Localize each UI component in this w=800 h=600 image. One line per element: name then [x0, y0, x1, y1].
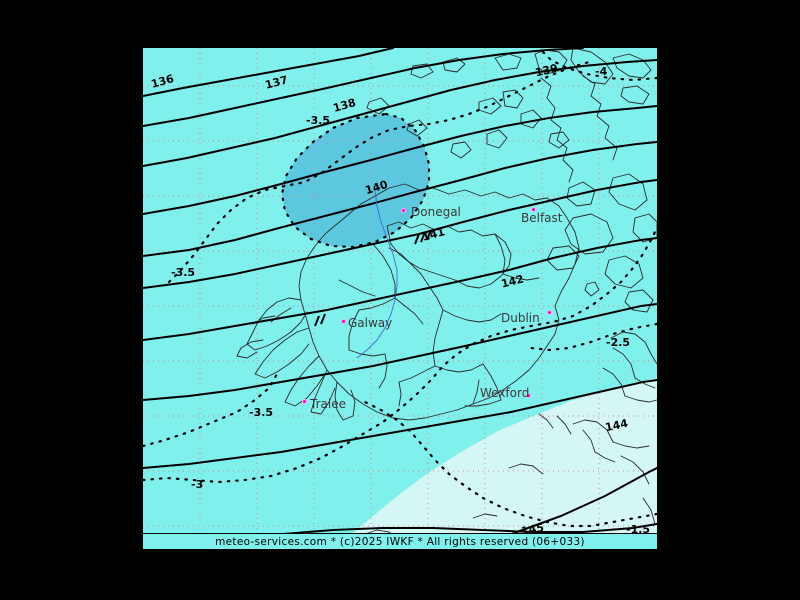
- isotherm-label-minus3: -3: [191, 478, 204, 491]
- shaded-region-light: [349, 378, 657, 538]
- city-marker-galway[interactable]: [341, 319, 346, 324]
- isotherm-label-minus35-south: -3.5: [249, 406, 274, 419]
- coastlines: [236, 48, 657, 541]
- city-label-belfast: Belfast: [521, 211, 563, 225]
- isotherm-minus3: [143, 226, 657, 484]
- isotherm-label-minus15: -1.5: [626, 523, 651, 536]
- rivers: [356, 189, 398, 359]
- copyright-footer: meteo-services.com * (c)2025 IWKF * All …: [143, 533, 657, 550]
- city-marker-wexford[interactable]: [526, 393, 531, 398]
- isotherm-minus15: [363, 400, 657, 528]
- contour-hatch-marks: [314, 229, 432, 327]
- contour-143: [143, 303, 657, 401]
- city-marker-dublin[interactable]: [547, 310, 552, 315]
- city-marker-donegal[interactable]: [401, 208, 406, 213]
- isotherm-label-minus35-west: -3.5: [171, 266, 196, 279]
- city-label-dublin: Dublin: [501, 311, 540, 325]
- contour-140: [143, 141, 657, 257]
- city-marker-belfast[interactable]: [531, 207, 536, 212]
- shaded-region-mid: [282, 114, 429, 247]
- contour-142: [143, 237, 657, 341]
- isotherm-minus4: [539, 48, 657, 82]
- contour-136: [143, 48, 394, 97]
- contour-138: [143, 59, 657, 167]
- contour-137: [143, 48, 584, 127]
- weather-map[interactable]: 136 137 138 139 140 141 142 144 145 -4 -…: [143, 48, 657, 548]
- isotherm-minus35-south: [143, 372, 279, 448]
- city-label-galway: Galway: [348, 316, 393, 330]
- isotherm-label-minus25: -2.5: [606, 336, 631, 349]
- city-label-donegal: Donegal: [411, 205, 461, 219]
- temperature-contours: [143, 48, 657, 528]
- lat-lon-grid: [143, 48, 657, 548]
- map-canvas: [143, 48, 657, 548]
- isotherm-minus35-north: [167, 60, 591, 284]
- geopotential-contours: [143, 48, 657, 548]
- city-label-tralee: Tralee: [310, 397, 346, 411]
- isotherm-label-minus35-top: -3.5: [306, 114, 331, 127]
- contour-139: [143, 105, 657, 215]
- contour-144: [143, 379, 657, 469]
- isotherm-minus25: [529, 322, 657, 352]
- isotherm-minus35-blob: [280, 112, 431, 249]
- city-label-wexford: Wexford: [480, 386, 530, 400]
- isotherm-label-minus4: -4: [595, 65, 608, 78]
- city-marker-tralee[interactable]: [302, 399, 307, 404]
